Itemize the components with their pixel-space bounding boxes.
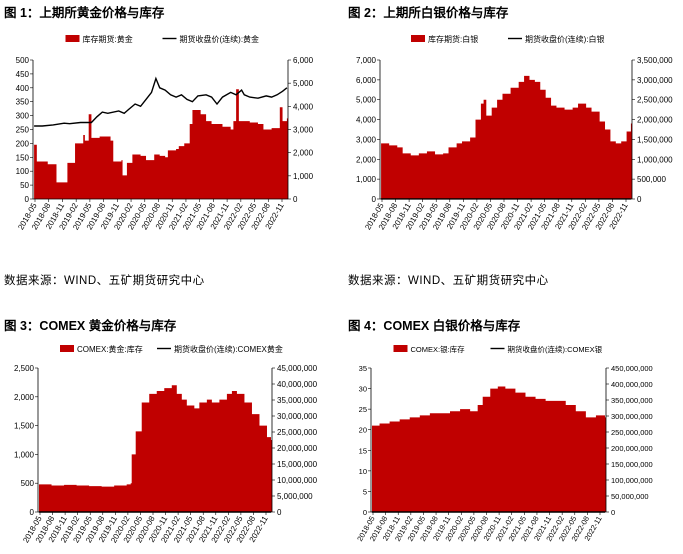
legend: COMEX:黄金:库存 期货收盘价(连续):COMEX黄金 [60,344,283,354]
right-tick-label: 10,000,000 [277,476,318,485]
left-tick-label: 1,000 [356,175,377,184]
right-tick-label: 25,000,000 [277,428,318,437]
left-tick-label: 2,000 [356,155,377,164]
right-tick-label: 50,000,000 [611,492,649,501]
right-tick-label: 2,000 [293,149,314,158]
right-tick-label: 3,000,000 [637,76,673,85]
right-tick-label: 0 [277,508,282,517]
inventory-area [39,385,273,512]
right-tick-label: 35,000,000 [277,396,318,405]
left-tick-label: 20 [359,426,367,435]
left-tick-label: 7,000 [356,56,377,65]
left-tick-label: 300 [16,112,30,121]
right-tick-label: 150,000,000 [611,460,653,469]
right-tick-label: 1,500,000 [637,135,673,144]
right-tick-label: 2,500,000 [637,96,673,105]
right-tick-label: 20,000,000 [277,444,318,453]
right-tick-label: 350,000,000 [611,396,653,405]
left-tick-label: 30 [359,385,367,394]
right-tick-label: 0 [611,508,615,517]
price-line [34,76,288,127]
legend-inventory-swatch [411,35,425,42]
right-tick-label: 2,000,000 [637,116,673,125]
data-source-note-right: 数据来源：WIND、五矿期货研究中心 [348,275,549,287]
left-tick-label: 0 [372,195,377,204]
inventory-area [381,75,632,199]
left-tick-label: 1,500 [14,422,35,431]
figure-1-title: 图 1：上期所黄金价格与库存 [4,6,165,20]
legend-inventory-label: 库存期货:黄金 [83,34,133,44]
chart-shfe-gold: 0 50 100 150 200 250 300 350 400 450 500 0 1,000 2,00… [16,34,314,231]
right-tick-label: 6,000 [293,56,314,65]
figure-4-title: 图 4：COMEX 白银价格与库存 [348,319,521,333]
chart-comex-silver: 0 5 10 15 20 25 30 35 0 50,000,000 100,000,000 150,… [355,344,653,543]
legend-inventory-swatch [60,345,74,352]
right-tick-label: 100,000,000 [611,476,653,485]
left-tick-label: 500 [21,479,35,488]
left-tick-label: 1,000 [14,450,35,459]
right-tick-label: 0 [293,195,298,204]
legend: COMEX:银:库存 期货收盘价(连续):COMEX银 [393,344,603,354]
left-tick-label: 150 [16,153,30,162]
chart-shfe-silver: 0 1,000 2,000 3,000 4,000 5,000 6,000 7,000 0 500… [356,34,673,231]
right-tick-label: 1,000 [293,172,314,181]
left-tick-label: 35 [359,364,367,373]
right-tick-label: 3,000 [293,126,314,135]
right-tick-label: 1,000,000 [637,155,673,164]
right-tick-label: 0 [637,195,642,204]
right-tick-label: 5,000 [293,79,314,88]
legend-price-label: 期货收盘价(连续):黄金 [180,34,260,44]
right-tick-label: 15,000,000 [277,460,318,469]
right-tick-label: 30,000,000 [277,412,318,421]
legend: 库存期货:黄金 期货收盘价(连续):黄金 [65,34,260,44]
left-tick-label: 0 [363,508,367,517]
right-tick-label: 450,000,000 [611,364,653,373]
legend: 库存期货:白银 期货收盘价(连续):白银 [411,34,605,44]
inventory-area [34,89,289,199]
left-tick-label: 100 [16,167,30,176]
legend-inventory-label: COMEX:黄金:库存 [77,344,143,354]
legend-inventory-swatch [65,35,80,42]
legend-price-label: 期货收盘价(连续):白银 [525,34,605,44]
left-tick-label: 200 [16,139,30,148]
left-tick-label: 2,500 [14,364,35,373]
right-tick-label: 5,000,000 [277,492,313,501]
chart-comex-gold: 0 500 1,000 1,500 2,000 2,500 0 5,000,000 10,000… [14,344,318,544]
left-tick-label: 0 [30,508,35,517]
legend-price-label: 期货收盘价(连续):COMEX黄金 [174,344,283,354]
left-tick-label: 4,000 [356,116,377,125]
right-tick-label: 250,000,000 [611,428,653,437]
right-tick-label: 300,000,000 [611,412,653,421]
legend-price-label: 期货收盘价(连续):COMEX银 [508,344,603,354]
legend-inventory-label: 库存期货:白银 [428,34,478,44]
right-tick-label: 4,000 [293,102,314,111]
right-tick-label: 45,000,000 [277,364,318,373]
left-tick-label: 450 [16,70,30,79]
left-tick-label: 50 [20,181,29,190]
legend-inventory-swatch [393,345,408,352]
inventory-area [372,386,606,512]
left-tick-label: 25 [359,405,367,414]
left-tick-label: 15 [359,446,367,455]
right-tick-label: 3,500,000 [637,56,673,65]
right-tick-label: 40,000,000 [277,380,318,389]
left-tick-label: 5,000 [356,96,377,105]
left-tick-label: 10 [359,467,367,476]
left-tick-label: 3,000 [356,135,377,144]
left-tick-label: 500 [16,56,30,65]
legend-inventory-label: COMEX:银:库存 [411,344,466,354]
left-tick-label: 350 [16,98,30,107]
left-tick-label: 250 [16,126,30,135]
figure-2-title: 图 2：上期所白银价格与库存 [348,6,509,20]
right-tick-label: 500,000 [637,175,666,184]
left-tick-label: 6,000 [356,76,377,85]
right-tick-label: 200,000,000 [611,444,653,453]
data-source-note-left: 数据来源：WIND、五矿期货研究中心 [4,275,205,287]
figure-3-title: 图 3：COMEX 黄金价格与库存 [4,319,177,333]
right-tick-label: 400,000,000 [611,380,653,389]
left-tick-label: 0 [25,195,30,204]
left-tick-label: 2,000 [14,393,35,402]
left-tick-label: 400 [16,84,30,93]
left-tick-label: 5 [363,487,367,496]
